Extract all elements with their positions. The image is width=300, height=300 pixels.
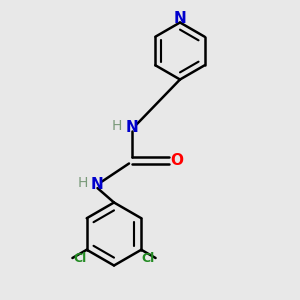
Text: H: H [112,119,122,133]
Text: N: N [174,11,186,26]
Text: Cl: Cl [73,251,87,265]
Text: H: H [77,176,88,190]
Text: O: O [170,153,184,168]
Text: Cl: Cl [141,251,155,265]
Text: N: N [126,120,138,135]
Text: N: N [91,177,104,192]
